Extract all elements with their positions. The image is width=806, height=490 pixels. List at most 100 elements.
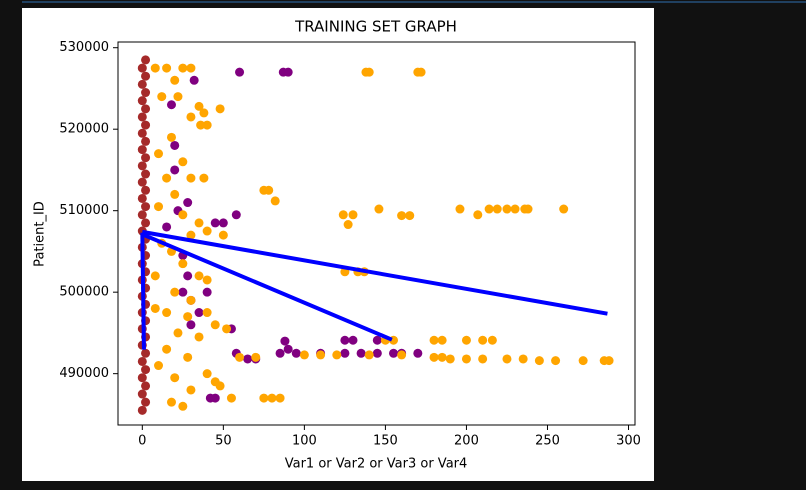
scatter-point: [455, 204, 465, 214]
scatter-point: [348, 210, 358, 220]
scatter-point: [137, 210, 147, 220]
scatter-point: [141, 55, 151, 65]
x-tick-label: 200: [454, 434, 479, 449]
scatter-point: [518, 354, 528, 364]
scatter-point: [340, 348, 350, 358]
scatter-point: [202, 226, 212, 236]
x-axis-label: Var1 or Var2 or Var3 or Var4: [285, 457, 468, 472]
scatter-point: [604, 356, 614, 366]
scatter-point: [186, 295, 196, 305]
scatter-point: [484, 204, 494, 214]
scatter-point: [389, 348, 399, 358]
regression-line: [141, 232, 393, 342]
scatter-point: [338, 210, 348, 220]
scatter-point: [437, 335, 447, 345]
y-tick-label: 510000: [59, 203, 109, 218]
scatter-point: [162, 308, 172, 318]
scatter-point: [202, 308, 212, 318]
scatter-point: [340, 335, 350, 345]
x-tick-label: 50: [215, 434, 232, 449]
scatter-point: [186, 230, 196, 240]
scatter-point: [218, 230, 228, 240]
scatter-point: [162, 63, 172, 73]
x-tick-label: 250: [535, 434, 560, 449]
scatter-point: [429, 352, 439, 362]
scatter-point: [170, 75, 180, 85]
scatter-point: [413, 348, 423, 358]
scatter-point: [275, 393, 285, 403]
scatter-point: [243, 354, 253, 364]
scatter-point: [251, 352, 261, 362]
scatter-point: [141, 153, 151, 163]
scatter-point: [141, 348, 151, 358]
scatter-point: [405, 211, 415, 221]
scatter-point: [343, 220, 353, 230]
x-tick-label: 300: [616, 434, 641, 449]
scatter-point: [194, 271, 204, 281]
scatter-point: [523, 204, 533, 214]
scatter-point: [235, 352, 245, 362]
scatter-point: [141, 169, 151, 179]
scatter-point: [429, 335, 439, 345]
scatter-point: [170, 165, 180, 175]
scatter-point: [137, 193, 147, 203]
scatter-point: [170, 287, 180, 297]
scatter-point: [264, 185, 274, 195]
scatter-point: [196, 120, 206, 130]
scatter-point: [364, 67, 374, 77]
scatter-point: [210, 218, 220, 228]
regression-line: [141, 229, 608, 316]
scatter-point: [141, 218, 151, 228]
scatter-point: [291, 348, 301, 358]
scatter-point: [280, 336, 290, 346]
scatter-point: [166, 397, 176, 407]
scatter-point: [137, 96, 147, 106]
scatter-point: [162, 173, 172, 183]
scatter-point: [150, 303, 160, 313]
scatter-point: [445, 354, 455, 364]
axes-frame: [117, 41, 636, 426]
scatter-point: [183, 352, 193, 362]
scatter-point: [137, 161, 147, 171]
scatter-point: [186, 112, 196, 122]
scatter-point: [332, 350, 342, 360]
scatter-point: [473, 210, 483, 220]
scatter-point: [194, 218, 204, 228]
scatter-point: [374, 204, 384, 214]
figure: [22, 8, 654, 481]
scatter-point: [372, 348, 382, 358]
scatter-point: [502, 204, 512, 214]
scatter-point: [461, 335, 471, 345]
scatter-point: [137, 112, 147, 122]
scatter-point: [141, 120, 151, 130]
scatter-point: [178, 63, 188, 73]
scatter-point: [510, 204, 520, 214]
scatter-point: [267, 393, 277, 403]
scatter-point: [502, 354, 512, 364]
scatter-point: [183, 312, 193, 322]
y-axis-label: Patient_ID: [33, 201, 48, 267]
scatter-point: [137, 389, 147, 399]
scatter-point: [534, 356, 544, 366]
scatter-point: [578, 356, 588, 366]
scatter-point: [141, 397, 151, 407]
scatter-point: [162, 344, 172, 354]
scatter-point: [137, 373, 147, 383]
scatter-point: [178, 210, 188, 220]
y-tick-label: 520000: [59, 122, 109, 137]
scatter-point: [194, 332, 204, 342]
scatter-point: [231, 210, 241, 220]
scatter-point: [183, 198, 193, 208]
scatter-point: [178, 157, 188, 167]
scatter-point: [194, 101, 204, 111]
scatter-point: [397, 350, 407, 360]
scatter-point: [137, 356, 147, 366]
scatter-point: [186, 63, 196, 73]
scatter-point: [437, 352, 447, 362]
scatter-point: [397, 211, 407, 221]
scatter-point: [202, 287, 212, 297]
scatter-point: [183, 271, 193, 281]
scatter-point: [202, 120, 212, 130]
scatter-point: [141, 136, 151, 146]
